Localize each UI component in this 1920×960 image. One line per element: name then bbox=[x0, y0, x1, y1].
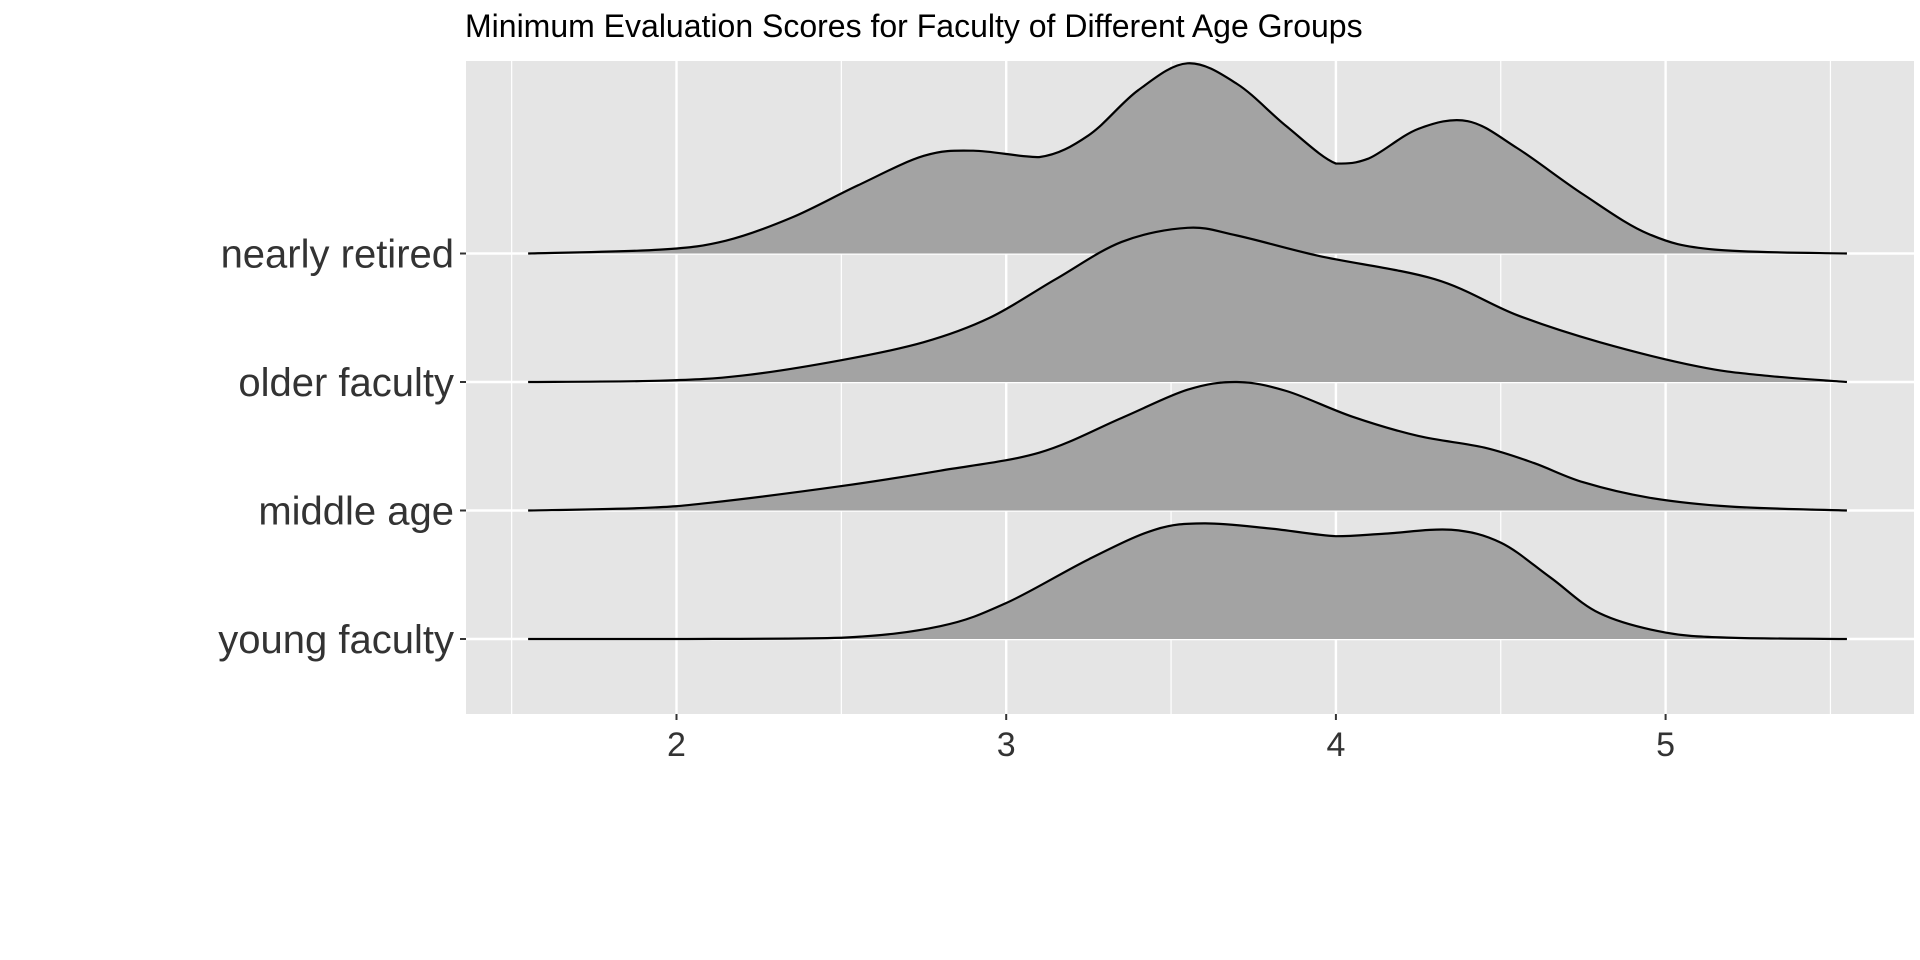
ridges-layer bbox=[528, 62, 1848, 641]
x-tick-label: 5 bbox=[1656, 726, 1675, 764]
ridge-line-nearly-retired bbox=[528, 62, 1847, 255]
ridge-fill-nearly-retired bbox=[528, 63, 1847, 254]
ridge-fill-young-faculty bbox=[528, 523, 1847, 639]
chart-title: Minimum Evaluation Scores for Faculty of… bbox=[465, 8, 1363, 44]
axes-layer: young faculty middle age older faculty near… bbox=[218, 233, 1675, 765]
ridge-fill-middle-age bbox=[528, 381, 1847, 511]
ridge-line-older-faculty bbox=[528, 226, 1848, 384]
x-tick-label: 4 bbox=[1326, 726, 1345, 764]
ridge-fill-older-faculty bbox=[528, 227, 1847, 382]
y-tick-label: middle age bbox=[258, 490, 454, 534]
ridge-line-young-faculty bbox=[528, 522, 1847, 641]
x-tick-label: 3 bbox=[997, 726, 1016, 764]
y-tick-label: young faculty bbox=[218, 618, 454, 662]
ridge-line-middle-age bbox=[528, 380, 1847, 512]
y-tick-label: nearly retired bbox=[221, 233, 454, 277]
x-tick-label: 2 bbox=[667, 726, 686, 764]
y-tick-label: older faculty bbox=[238, 361, 454, 405]
